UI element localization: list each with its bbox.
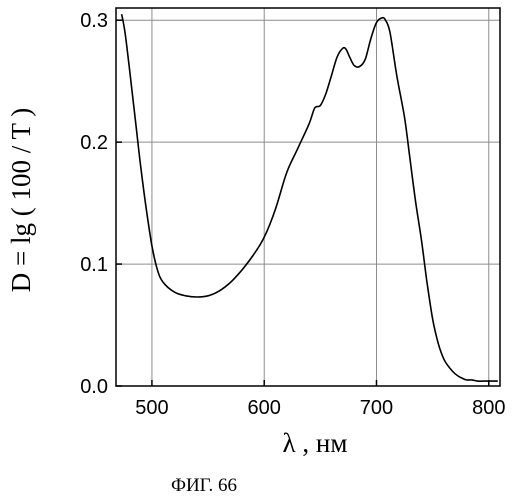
label-layer: 500 600 700 800 0.0 0.1 0.2 0.3 — [80, 10, 505, 419]
figure-caption: ФИГ. 66 — [171, 475, 237, 496]
absorbance-curve — [122, 14, 498, 381]
x-axis-label: λ , нм — [283, 428, 348, 458]
x-tick-label: 800 — [472, 397, 505, 419]
x-tick-label: 700 — [360, 397, 393, 419]
y-tick-label: 0.3 — [80, 10, 108, 32]
x-tick-label: 600 — [248, 397, 281, 419]
x-tick-label: 500 — [135, 397, 168, 419]
y-tick-label: 0.2 — [80, 132, 108, 154]
tick-layer — [116, 20, 489, 386]
y-axis-label: D = lg ( 100 / T ) — [6, 108, 36, 292]
grid-layer — [116, 8, 500, 386]
plot-frame — [116, 8, 500, 386]
y-tick-label: 0.1 — [80, 254, 108, 276]
y-tick-label: 0.0 — [80, 376, 108, 398]
